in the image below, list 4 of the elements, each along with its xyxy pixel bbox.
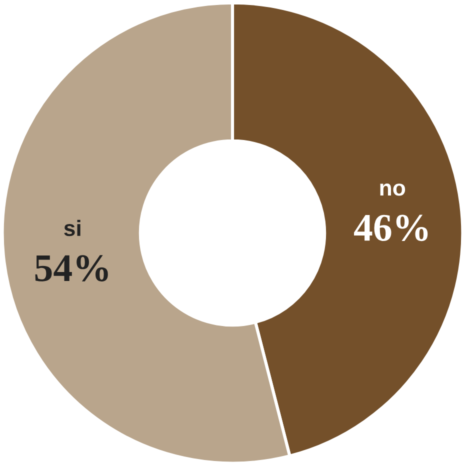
slice-label: si [64, 220, 80, 236]
data-label: 46% [354, 214, 428, 242]
data-label: 54% [35, 255, 108, 282]
slice-label: no [380, 184, 406, 196]
